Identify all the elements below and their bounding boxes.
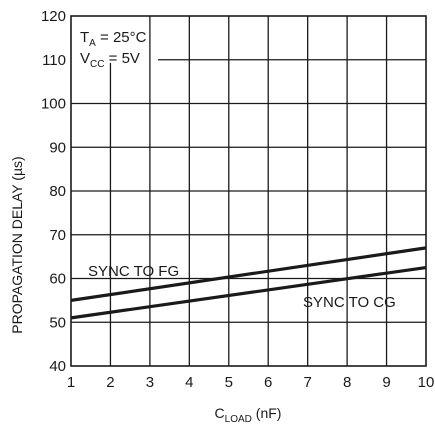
y-tick-label: 80 (49, 183, 66, 200)
y-tick-label: 70 (49, 227, 66, 244)
series-line (70, 265, 427, 320)
y-axis-title: PROPAGATION DELAY (µs) (9, 156, 25, 333)
series-layer (70, 246, 427, 320)
series-labels: SYNC TO FG SYNC TO CG (88, 263, 396, 311)
x-axis-title: CLOAD (nF) (215, 405, 282, 425)
x-axis-title-subscript: LOAD (225, 414, 252, 425)
x-axis-title-unit: (nF) (252, 405, 282, 421)
y-tick-label: 90 (49, 139, 66, 156)
x-tick-label: 5 (225, 374, 233, 391)
x-tick-label: 7 (303, 374, 311, 391)
condition-line: TA = 25°C (80, 29, 147, 49)
x-tick-label: 1 (67, 374, 75, 391)
x-tick-label: 9 (382, 374, 390, 391)
y-tick-label: 40 (49, 358, 66, 375)
x-tick-label: 4 (185, 374, 193, 391)
x-tick-label: 2 (106, 374, 114, 391)
series-line (70, 246, 427, 302)
y-tick-labels: 40 50 60 70 80 90 100 110 120 (41, 8, 66, 375)
plot-frame (70, 15, 427, 367)
y-tick-label: 60 (49, 271, 66, 288)
y-tick-label: 120 (41, 8, 66, 25)
x-tick-label: 3 (146, 374, 154, 391)
y-tick-label: 50 (49, 314, 66, 331)
series-label: SYNC TO CG (303, 294, 396, 311)
series-label: SYNC TO FG (88, 263, 179, 280)
y-tick-label: 110 (42, 52, 66, 69)
x-tick-label: 6 (264, 374, 272, 391)
grid-layer (71, 16, 426, 366)
x-tick-label: 10 (418, 374, 435, 391)
x-tick-labels: 1 2 3 4 5 6 7 8 9 10 (67, 374, 435, 391)
x-axis-title-main: C (215, 405, 225, 421)
condition-line: VCC = 5V (80, 50, 140, 70)
y-tick-label: 100 (41, 96, 66, 113)
x-tick-label: 8 (343, 374, 351, 391)
